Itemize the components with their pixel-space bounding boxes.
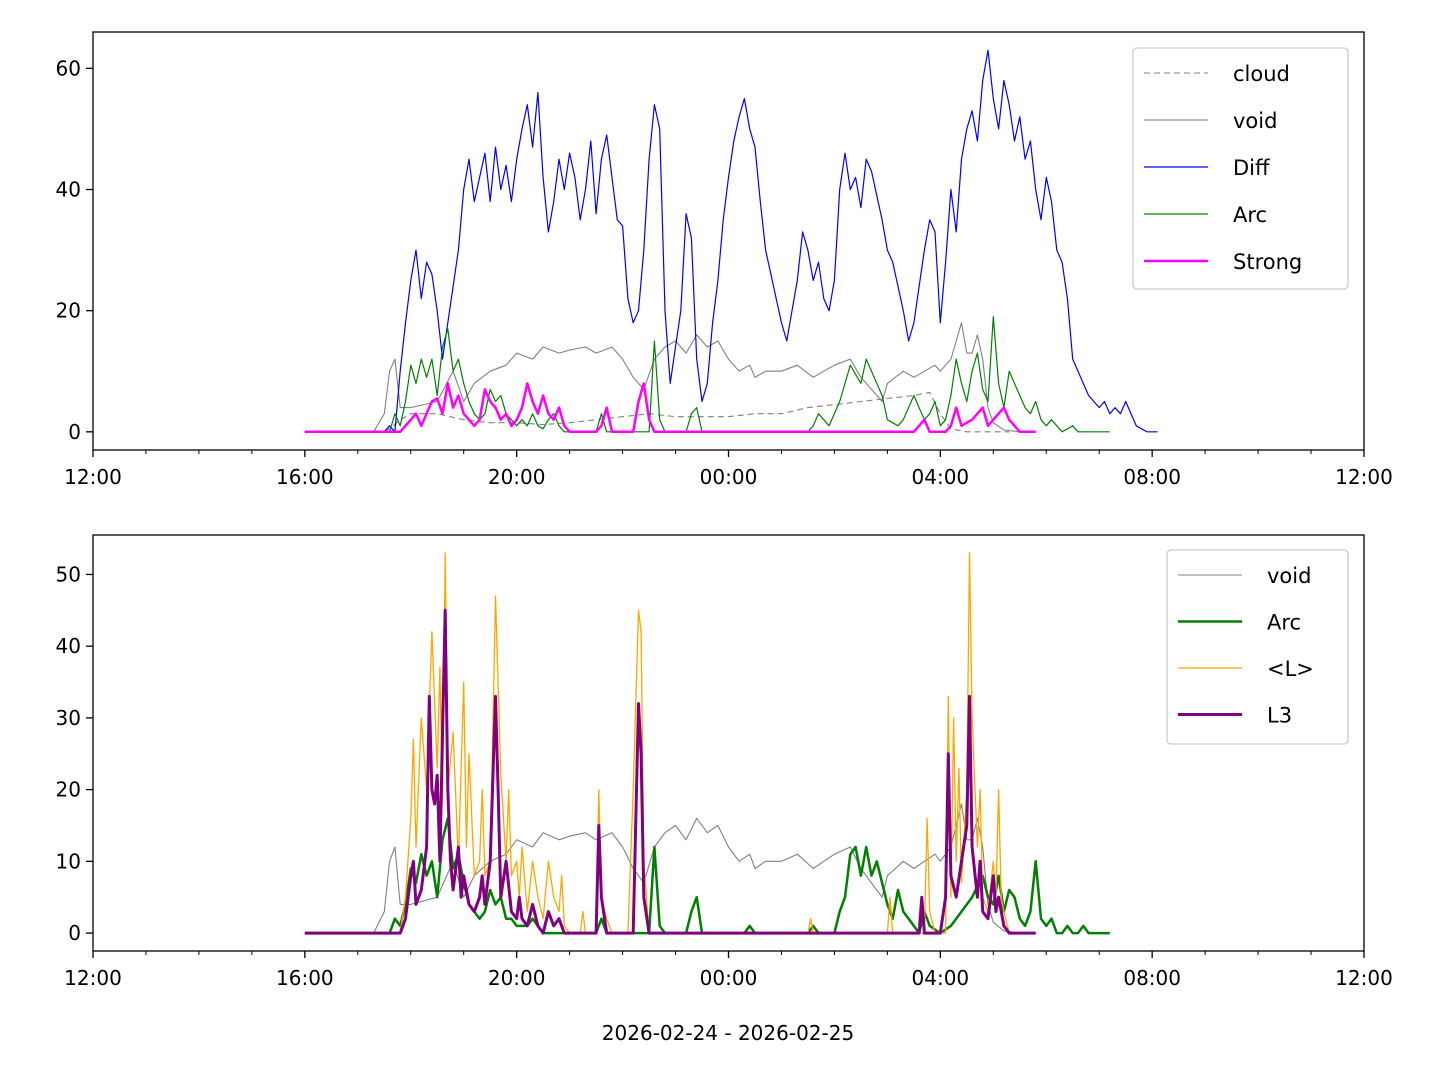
top-chart-panel: 0 20 40 60 12:00 16:00 20:00 00:00 04:00 08:00 12:… <box>56 31 1393 489</box>
series-group <box>304 552 1110 935</box>
y-tick-label: 30 <box>56 706 81 730</box>
y-tick-label: 0 <box>68 921 81 945</box>
legend-label: void <box>1233 109 1277 133</box>
x-tick-label: 16:00 <box>276 465 334 489</box>
y-tick-label: 20 <box>56 299 81 323</box>
legend-label: void <box>1267 564 1311 588</box>
x-tick-label: 04:00 <box>912 465 970 489</box>
x-tick-label: 12:00 <box>1335 465 1393 489</box>
y-tick-label: 40 <box>56 178 81 202</box>
x-tick-label: 12:00 <box>64 465 122 489</box>
series-line-diff <box>383 49 1158 433</box>
legend: cloud void Diff Arc Strong <box>1132 47 1349 290</box>
legend: void Arc <L> L3 <box>1166 549 1349 745</box>
legend-box <box>1166 549 1349 745</box>
series-line-l <box>304 552 1036 934</box>
bottom-chart-panel: 0 10 20 30 40 50 12:00 16:00 20:00 00:00 04:00 08:0… <box>56 534 1393 990</box>
legend-label: Arc <box>1233 203 1267 227</box>
legend-label: Arc <box>1267 611 1301 635</box>
legend-label: <L> <box>1267 657 1314 681</box>
x-tick-label: 12:00 <box>1335 966 1393 990</box>
x-tick-label: 00:00 <box>700 465 758 489</box>
y-tick-label: 40 <box>56 634 81 658</box>
series-line-l3 <box>304 608 1036 935</box>
y-tick-label: 60 <box>56 56 81 80</box>
x-tick-label: 08:00 <box>1123 966 1181 990</box>
y-tick-label: 0 <box>68 420 81 444</box>
x-tick-label: 12:00 <box>64 966 122 990</box>
x-tick-label: 20:00 <box>488 966 546 990</box>
y-tick-label: 20 <box>56 778 81 802</box>
x-tick-label: 04:00 <box>912 966 970 990</box>
y-tick-label: 50 <box>56 562 81 586</box>
series-line-void <box>304 803 1036 934</box>
series-group <box>304 49 1158 434</box>
legend-label: cloud <box>1233 62 1290 86</box>
x-tick-label: 00:00 <box>700 966 758 990</box>
series-line-strong <box>304 382 1036 434</box>
x-tick-label: 16:00 <box>276 966 334 990</box>
y-tick-label: 10 <box>56 849 81 873</box>
x-axis-label: 2026-02-24 - 2026-02-25 <box>602 1021 854 1045</box>
series-line-cloud <box>304 391 1010 433</box>
legend-box <box>1132 47 1349 290</box>
series-line-void <box>304 322 1036 433</box>
x-tick-label: 20:00 <box>488 465 546 489</box>
legend-label: Strong <box>1233 250 1302 274</box>
x-tick-label: 08:00 <box>1123 465 1181 489</box>
legend-label: Diff <box>1233 156 1270 180</box>
legend-label: L3 <box>1267 704 1292 728</box>
